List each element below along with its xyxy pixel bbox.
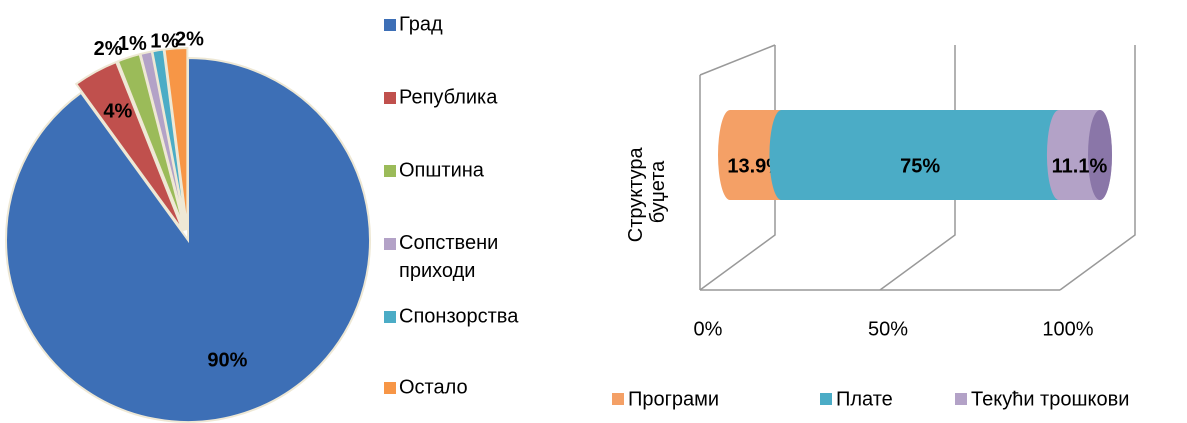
data-label: 4% (103, 101, 132, 123)
legend-label: Општина (399, 159, 485, 181)
data-label: 1% (150, 31, 179, 53)
pie-slice (5, 56, 371, 423)
data-label: 1% (118, 33, 147, 55)
data-label: 11.1% (1052, 155, 1108, 177)
data-label: 2% (175, 28, 204, 50)
x-tick-label: 0% (694, 318, 723, 340)
y-axis-category: Структура буџета (625, 142, 669, 242)
bar-segment (769, 110, 1071, 200)
legend-swatch (820, 393, 832, 405)
x-tick-label: 50% (868, 318, 908, 340)
legend-label: Плате (836, 388, 893, 410)
legend-label: Град (399, 13, 443, 35)
pie-slice (74, 60, 185, 232)
grid-line (1059, 45, 1136, 291)
legend-label: Република (399, 86, 498, 108)
data-label: 2% (94, 38, 123, 60)
legend-swatch (384, 382, 396, 394)
legend-label: Спонзорства (399, 305, 519, 327)
data-label: 75% (900, 155, 940, 177)
legend-label: Програми (628, 388, 719, 410)
x-tick-label: 100% (1042, 318, 1093, 340)
legend-swatch (384, 311, 396, 323)
data-label: 90% (207, 349, 247, 371)
legend-label: Остало (399, 376, 468, 398)
legend-swatch (384, 92, 396, 104)
grid-line (699, 45, 776, 291)
pie-slice (163, 47, 189, 231)
legend-swatch (612, 393, 624, 405)
legend-swatch (384, 238, 396, 250)
legend-swatch (955, 393, 967, 405)
legend-swatch (384, 165, 396, 177)
bar-end (1088, 110, 1112, 200)
legend-label: Сопствени приходи (399, 232, 504, 282)
legend-swatch (384, 19, 396, 31)
grid-line (879, 45, 956, 291)
legend-label: Текући трошкови (971, 388, 1129, 410)
